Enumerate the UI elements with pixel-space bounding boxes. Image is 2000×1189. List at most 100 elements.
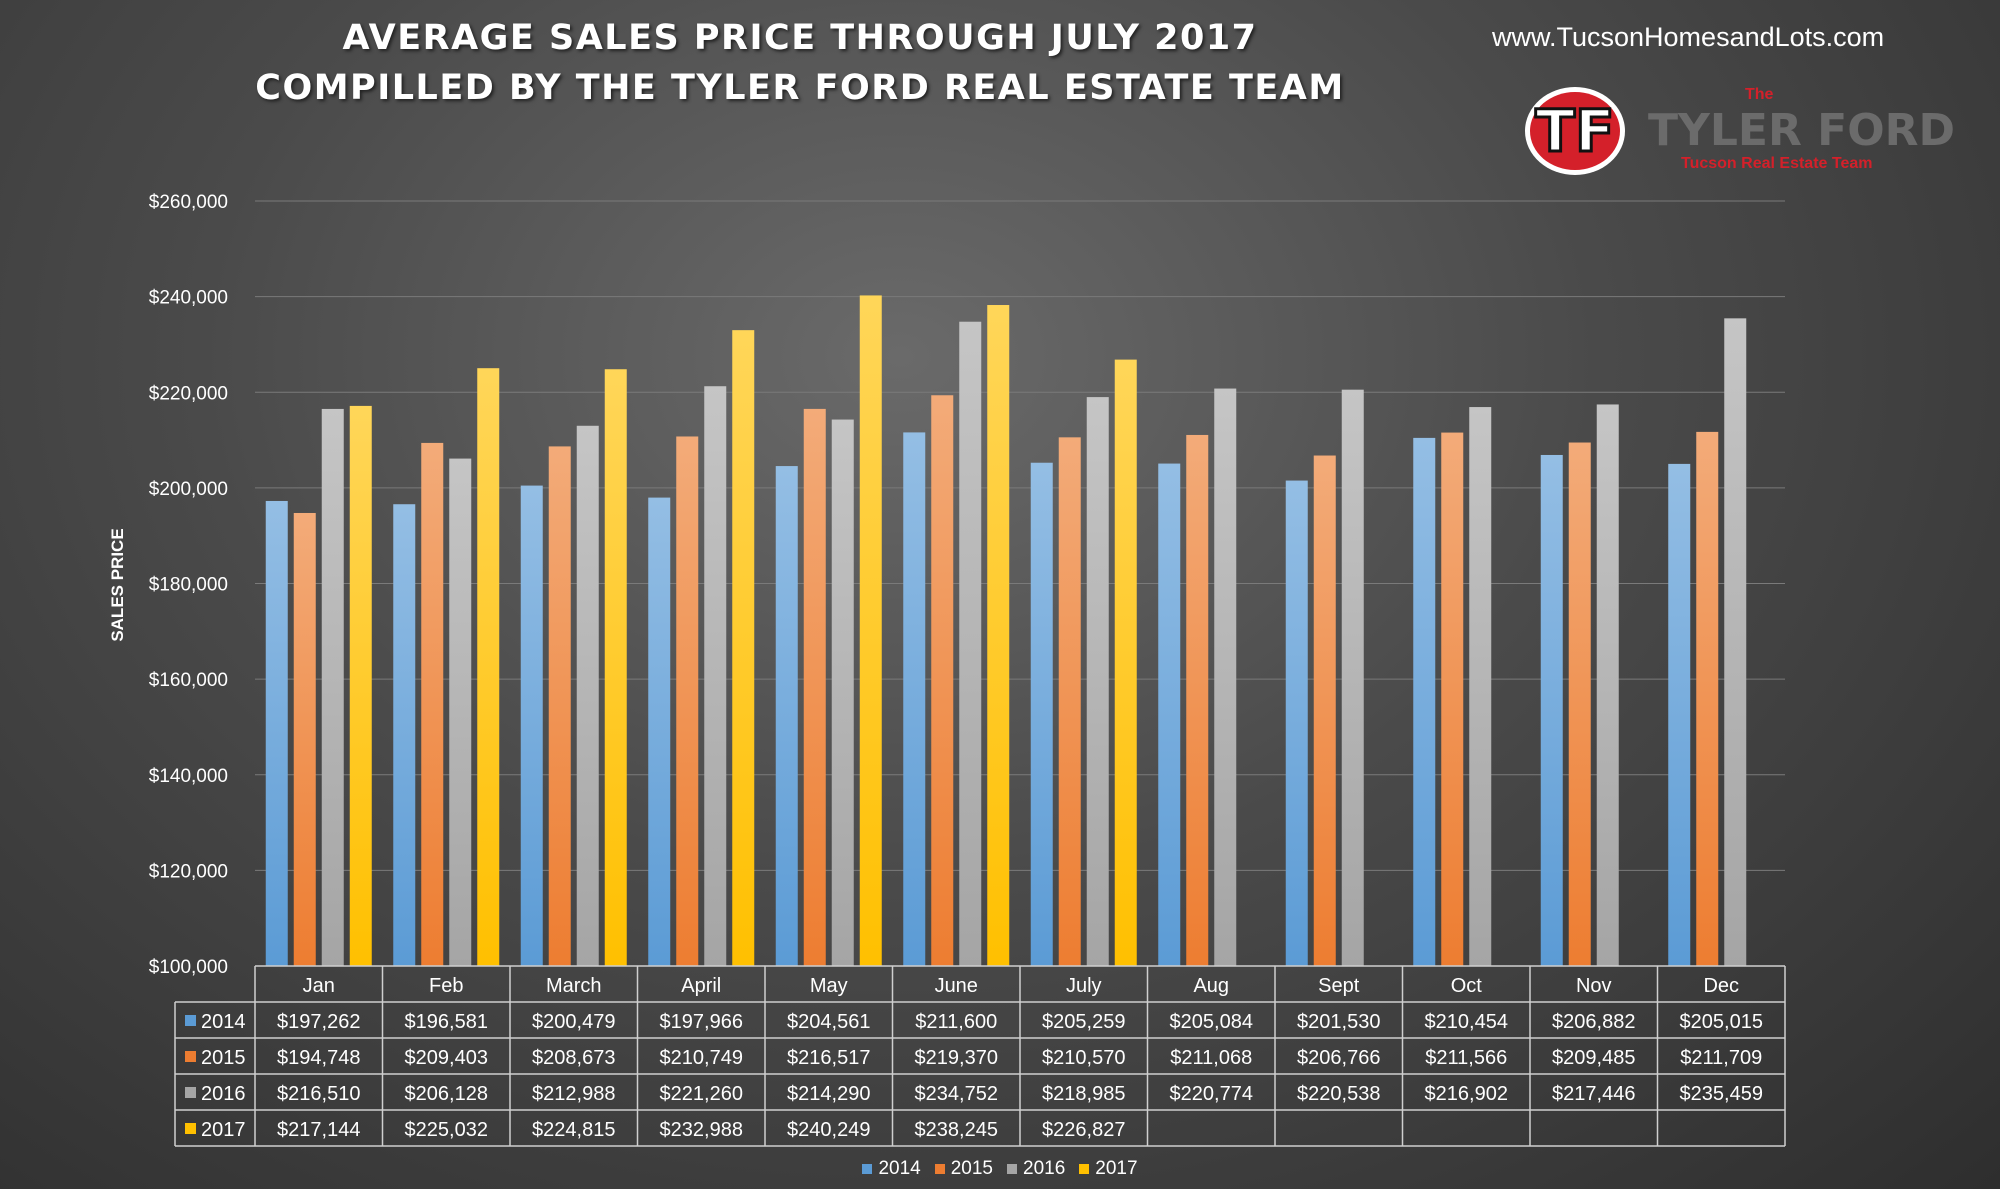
bar-2015 [1058,437,1081,967]
bar-2015 [676,436,699,967]
data-label: $205,259 [1042,1011,1125,1033]
legend-item: 2016 [1007,1158,1065,1180]
category-label: June [935,975,978,997]
bar-2015 [293,512,316,966]
bar-2016 [1086,397,1109,966]
category-label: March [546,975,602,997]
series-row-label: 2017 [201,1119,246,1141]
chart-legend: 2014 2015 2016 2017 [0,1158,2000,1180]
bar-2014 [1668,463,1691,966]
data-label: $197,966 [660,1011,743,1033]
category-label: Dec [1703,975,1739,997]
bar-2016 [959,321,982,966]
bar-2014 [265,500,288,966]
bar-2017 [987,305,1010,966]
bar-2016 [1596,404,1619,966]
data-label: $221,260 [660,1083,743,1105]
data-label: $211,068 [1170,1047,1252,1069]
legend-item: 2014 [862,1158,921,1180]
legend-swatch [862,1164,873,1174]
data-label: $197,262 [277,1011,360,1033]
series-row-label: 2016 [201,1083,246,1105]
tyler-ford-logo-icon: TF [1525,87,1625,175]
y-tick-label: $120,000 [149,861,228,882]
category-label: Nov [1576,975,1612,997]
bar-2016 [831,419,854,967]
data-label: $206,766 [1297,1047,1380,1069]
category-label: July [1066,975,1102,997]
bar-2015 [1186,434,1209,966]
chart-title-line-1: AVERAGE SALES PRICE THROUGH JULY 2017 [342,18,1258,58]
website-url: www.TucsonHomesandLots.com [1492,22,1885,52]
data-label: $220,538 [1297,1083,1380,1105]
data-label: $209,403 [405,1047,488,1069]
legend-swatch [934,1164,945,1174]
data-label: $196,581 [405,1011,488,1033]
bar-2017 [859,295,882,967]
bar-2015 [803,408,826,967]
legend-key-2015 [185,1051,196,1062]
bar-2016 [1724,318,1747,966]
bar-2016 [1341,389,1364,966]
bar-2014 [903,432,926,967]
data-label: $238,245 [915,1119,998,1141]
logo-the: The [1745,86,1774,103]
bar-2014 [1158,463,1181,966]
legend-swatch [1079,1164,1090,1174]
y-tick-label: $180,000 [149,575,228,596]
data-label: $216,902 [1425,1083,1508,1105]
legend-label: 2014 [878,1158,921,1179]
bar-2016 [1214,388,1237,966]
y-tick-label: $160,000 [149,670,228,691]
legend-swatch [1007,1164,1017,1174]
data-label: $204,561 [787,1011,870,1033]
category-label: April [681,975,721,997]
legend-key-2014 [185,1015,196,1026]
data-label: $235,459 [1680,1083,1763,1105]
data-label: $216,510 [277,1083,360,1105]
series-row-label: 2015 [201,1047,246,1069]
bar-2015 [1313,455,1336,966]
data-label: $206,882 [1552,1011,1635,1033]
legend-key-2017 [185,1123,196,1134]
bar-2014 [393,504,416,966]
legend-item: 2015 [934,1158,993,1180]
bar-2014 [1030,462,1053,966]
data-label: $194,748 [277,1047,360,1069]
data-label: $225,032 [405,1119,488,1141]
y-tick-label: $140,000 [149,766,228,787]
bar-2014 [520,485,543,966]
data-label: $211,600 [915,1011,997,1033]
data-label: $226,827 [1042,1119,1125,1141]
logo-subtitle: Tucson Real Estate Team [1681,155,1873,172]
data-label: $210,454 [1425,1011,1508,1033]
bar-2016 [321,408,344,967]
bar-2014 [1540,454,1563,966]
bar-2015 [1568,442,1591,966]
bar-2016 [576,425,599,966]
category-label: Oct [1451,975,1483,997]
data-label: $224,815 [532,1119,615,1141]
logo-mark-text: TF [1535,97,1614,165]
bar-2017 [1114,359,1137,966]
bar-2014 [1413,437,1436,966]
data-label: $232,988 [660,1119,743,1141]
legend-label: 2017 [1095,1158,1138,1179]
bar-2017 [604,369,627,966]
data-label: $205,015 [1680,1011,1763,1033]
bar-2015 [421,442,444,967]
data-label: $211,566 [1425,1047,1507,1069]
bar-2015 [548,446,571,966]
bar-2015 [931,395,954,966]
bar-2016 [449,458,472,966]
bar-2014 [775,466,798,966]
category-label: Feb [429,975,463,997]
bar-2017 [477,368,500,966]
data-label: $214,290 [787,1083,870,1105]
data-label: $220,774 [1170,1083,1253,1105]
bar-2014 [1285,480,1308,966]
data-label: $200,479 [532,1011,615,1033]
legend-label: 2015 [950,1158,993,1179]
y-tick-label: $260,000 [149,192,228,213]
